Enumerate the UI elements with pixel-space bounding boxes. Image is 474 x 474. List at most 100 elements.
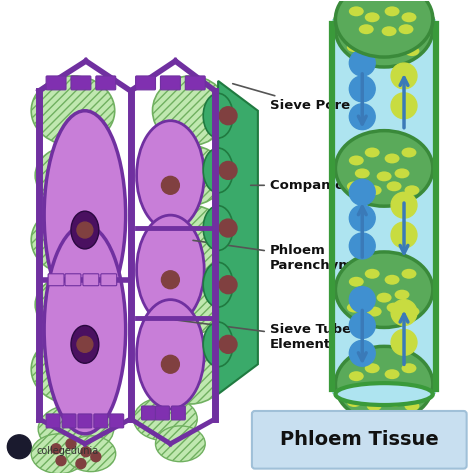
Ellipse shape	[336, 9, 433, 30]
Ellipse shape	[203, 206, 233, 250]
Ellipse shape	[336, 131, 433, 206]
FancyBboxPatch shape	[65, 274, 81, 286]
Circle shape	[349, 50, 375, 76]
Ellipse shape	[44, 111, 126, 319]
Circle shape	[219, 336, 237, 353]
Ellipse shape	[203, 93, 233, 138]
Circle shape	[349, 287, 375, 312]
Ellipse shape	[399, 24, 413, 34]
Ellipse shape	[384, 369, 400, 379]
Ellipse shape	[394, 29, 410, 39]
Ellipse shape	[401, 12, 417, 22]
Ellipse shape	[336, 383, 433, 405]
Ellipse shape	[377, 387, 392, 397]
Ellipse shape	[365, 147, 380, 157]
Ellipse shape	[355, 29, 370, 39]
Ellipse shape	[367, 401, 382, 411]
Ellipse shape	[404, 46, 419, 56]
Circle shape	[391, 329, 417, 356]
Ellipse shape	[387, 42, 401, 52]
Ellipse shape	[384, 154, 400, 164]
FancyBboxPatch shape	[172, 406, 185, 420]
FancyBboxPatch shape	[155, 406, 169, 420]
Ellipse shape	[387, 397, 401, 407]
Polygon shape	[218, 81, 258, 394]
Ellipse shape	[336, 0, 433, 67]
Circle shape	[349, 76, 375, 102]
Circle shape	[391, 222, 417, 248]
Ellipse shape	[367, 46, 382, 56]
Ellipse shape	[349, 6, 364, 16]
Ellipse shape	[31, 335, 115, 404]
FancyBboxPatch shape	[46, 414, 60, 428]
Ellipse shape	[347, 302, 362, 312]
Ellipse shape	[401, 269, 417, 279]
FancyBboxPatch shape	[332, 19, 436, 394]
Ellipse shape	[367, 307, 382, 317]
Ellipse shape	[347, 42, 362, 52]
FancyBboxPatch shape	[71, 76, 91, 90]
Circle shape	[349, 340, 375, 366]
Ellipse shape	[401, 9, 417, 18]
Circle shape	[349, 233, 375, 259]
FancyBboxPatch shape	[161, 76, 180, 90]
Text: Companion Cell: Companion Cell	[251, 179, 386, 192]
Ellipse shape	[134, 397, 197, 441]
Ellipse shape	[66, 436, 116, 472]
Ellipse shape	[394, 384, 410, 394]
Circle shape	[219, 162, 237, 179]
Circle shape	[219, 107, 237, 125]
Ellipse shape	[404, 185, 419, 195]
Ellipse shape	[137, 121, 204, 230]
Ellipse shape	[365, 269, 380, 279]
FancyBboxPatch shape	[185, 76, 205, 90]
Circle shape	[66, 439, 76, 449]
Ellipse shape	[367, 185, 382, 195]
Ellipse shape	[336, 346, 433, 422]
Ellipse shape	[377, 172, 392, 182]
Ellipse shape	[355, 290, 370, 300]
Ellipse shape	[137, 300, 204, 409]
Ellipse shape	[38, 404, 114, 454]
Circle shape	[349, 205, 375, 231]
Ellipse shape	[404, 307, 419, 317]
Ellipse shape	[401, 363, 417, 373]
Circle shape	[162, 271, 179, 289]
Circle shape	[51, 444, 61, 454]
Circle shape	[81, 447, 91, 457]
FancyBboxPatch shape	[48, 274, 64, 286]
Ellipse shape	[359, 24, 374, 34]
Ellipse shape	[336, 252, 433, 328]
Circle shape	[76, 459, 86, 469]
Circle shape	[391, 93, 417, 118]
Ellipse shape	[382, 26, 397, 36]
Ellipse shape	[404, 401, 419, 411]
Ellipse shape	[31, 434, 87, 474]
Circle shape	[219, 219, 237, 237]
Ellipse shape	[384, 14, 400, 24]
Ellipse shape	[155, 146, 225, 205]
Circle shape	[349, 104, 375, 129]
Ellipse shape	[394, 290, 410, 300]
Circle shape	[77, 337, 93, 352]
Circle shape	[77, 222, 93, 238]
Ellipse shape	[365, 9, 380, 18]
Ellipse shape	[384, 275, 400, 285]
Ellipse shape	[203, 262, 233, 307]
Ellipse shape	[71, 211, 99, 249]
Ellipse shape	[153, 205, 228, 275]
Ellipse shape	[365, 363, 380, 373]
FancyBboxPatch shape	[142, 406, 155, 420]
Circle shape	[391, 300, 417, 326]
Ellipse shape	[394, 168, 410, 178]
Ellipse shape	[349, 277, 364, 287]
Ellipse shape	[137, 215, 204, 325]
Ellipse shape	[153, 335, 228, 404]
Ellipse shape	[387, 182, 401, 191]
FancyBboxPatch shape	[46, 76, 66, 90]
Ellipse shape	[71, 326, 99, 363]
Ellipse shape	[44, 225, 126, 434]
Ellipse shape	[349, 371, 364, 381]
Ellipse shape	[153, 76, 228, 146]
Ellipse shape	[31, 76, 115, 146]
